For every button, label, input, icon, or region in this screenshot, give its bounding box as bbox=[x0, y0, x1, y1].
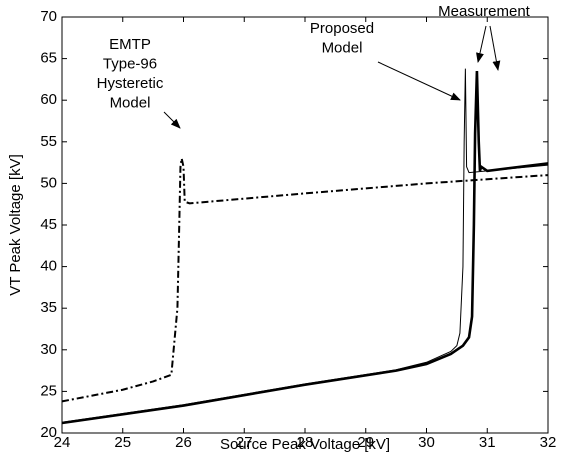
x-axis-label: Source Peak Voltage [kV] bbox=[220, 436, 390, 452]
x-tick-label: 25 bbox=[114, 434, 131, 451]
annotation: Model bbox=[322, 39, 363, 56]
series-line bbox=[61, 68, 549, 423]
series-line bbox=[61, 158, 549, 403]
annotation: EMTP bbox=[109, 36, 151, 53]
arrow bbox=[163, 111, 181, 129]
y-tick-label: 30 bbox=[40, 341, 57, 358]
y-tick-label: 40 bbox=[40, 258, 57, 275]
x-tick-label: 29 bbox=[357, 434, 374, 451]
x-tick-label: 28 bbox=[297, 434, 314, 451]
x-tick-label: 30 bbox=[418, 434, 435, 451]
annotation: Model bbox=[110, 94, 151, 111]
y-tick-label: 35 bbox=[40, 299, 57, 316]
y-tick-label: 70 bbox=[40, 8, 57, 25]
arrow bbox=[489, 25, 501, 71]
x-tick-label: 27 bbox=[236, 434, 253, 451]
series-line bbox=[61, 71, 549, 425]
annotation: Type-96 bbox=[103, 55, 157, 72]
y-tick-label: 45 bbox=[40, 216, 57, 233]
y-tick-label: 25 bbox=[40, 382, 57, 399]
annotation: Proposed bbox=[310, 20, 374, 37]
annotation: Measurement bbox=[438, 3, 531, 20]
x-tick-label: 26 bbox=[175, 434, 192, 451]
arrow bbox=[377, 61, 461, 101]
y-tick-label: 60 bbox=[40, 91, 57, 108]
x-tick-label: 31 bbox=[479, 434, 496, 451]
y-tick-label: 55 bbox=[40, 133, 57, 150]
y-tick-label: 50 bbox=[40, 174, 57, 191]
y-tick-label: 20 bbox=[40, 424, 57, 441]
y-axis-label: VT Peak Voltage [kV] bbox=[7, 154, 24, 295]
y-tick-label: 65 bbox=[40, 50, 57, 67]
x-tick-label: 32 bbox=[540, 434, 557, 451]
x-tick-label: 24 bbox=[54, 434, 71, 451]
annotation: Hysteretic bbox=[97, 75, 164, 92]
arrow bbox=[476, 25, 487, 63]
